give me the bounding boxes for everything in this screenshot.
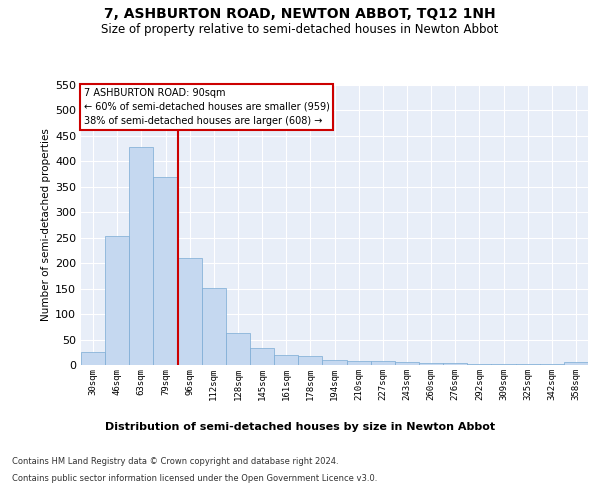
Bar xyxy=(226,333,250,365)
Text: 7 ASHBURTON ROAD: 90sqm
← 60% of semi-detached houses are smaller (959)
38% of s: 7 ASHBURTON ROAD: 90sqm ← 60% of semi-de… xyxy=(83,88,329,126)
Text: Contains public sector information licensed under the Open Government Licence v3: Contains public sector information licen… xyxy=(12,474,377,483)
Bar xyxy=(467,364,491,365)
Bar xyxy=(443,364,467,365)
Bar xyxy=(178,258,202,365)
Bar xyxy=(491,364,515,365)
Bar xyxy=(322,360,347,365)
Bar xyxy=(129,147,154,365)
Bar xyxy=(347,361,371,365)
Bar xyxy=(274,355,298,365)
Bar xyxy=(81,352,105,365)
Bar xyxy=(515,364,540,365)
Text: 7, ASHBURTON ROAD, NEWTON ABBOT, TQ12 1NH: 7, ASHBURTON ROAD, NEWTON ABBOT, TQ12 1N… xyxy=(104,8,496,22)
Bar xyxy=(395,362,419,365)
Text: Size of property relative to semi-detached houses in Newton Abbot: Size of property relative to semi-detach… xyxy=(101,22,499,36)
Y-axis label: Number of semi-detached properties: Number of semi-detached properties xyxy=(41,128,51,322)
Bar xyxy=(564,362,588,365)
Bar xyxy=(202,288,226,365)
Bar xyxy=(371,361,395,365)
Text: Contains HM Land Registry data © Crown copyright and database right 2024.: Contains HM Land Registry data © Crown c… xyxy=(12,458,338,466)
Bar xyxy=(419,364,443,365)
Bar xyxy=(154,176,178,365)
Bar xyxy=(250,348,274,365)
Bar xyxy=(540,364,564,365)
Bar xyxy=(298,356,322,365)
Bar xyxy=(105,236,129,365)
Text: Distribution of semi-detached houses by size in Newton Abbot: Distribution of semi-detached houses by … xyxy=(105,422,495,432)
